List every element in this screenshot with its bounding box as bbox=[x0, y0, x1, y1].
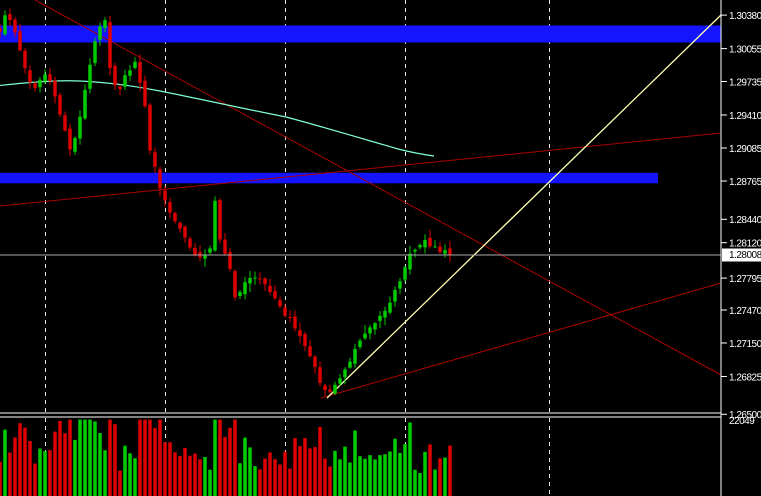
svg-text:1.30055: 1.30055 bbox=[729, 44, 761, 55]
svg-text:1.28440: 1.28440 bbox=[729, 215, 761, 226]
svg-text:1.29410: 1.29410 bbox=[729, 111, 761, 122]
svg-text:1.30380: 1.30380 bbox=[729, 11, 761, 22]
svg-text:1.29735: 1.29735 bbox=[729, 77, 761, 88]
svg-text:1.27150: 1.27150 bbox=[729, 339, 761, 350]
svg-text:1.29085: 1.29085 bbox=[729, 144, 761, 155]
svg-text:1.28765: 1.28765 bbox=[729, 177, 761, 188]
svg-text:1.27795: 1.27795 bbox=[729, 274, 761, 285]
svg-text:22049: 22049 bbox=[729, 416, 755, 427]
svg-text:1.28008: 1.28008 bbox=[729, 250, 761, 261]
svg-text:1.26825: 1.26825 bbox=[729, 372, 761, 383]
svg-text:1.27470: 1.27470 bbox=[729, 306, 761, 317]
svg-text:1.28120: 1.28120 bbox=[729, 239, 761, 250]
